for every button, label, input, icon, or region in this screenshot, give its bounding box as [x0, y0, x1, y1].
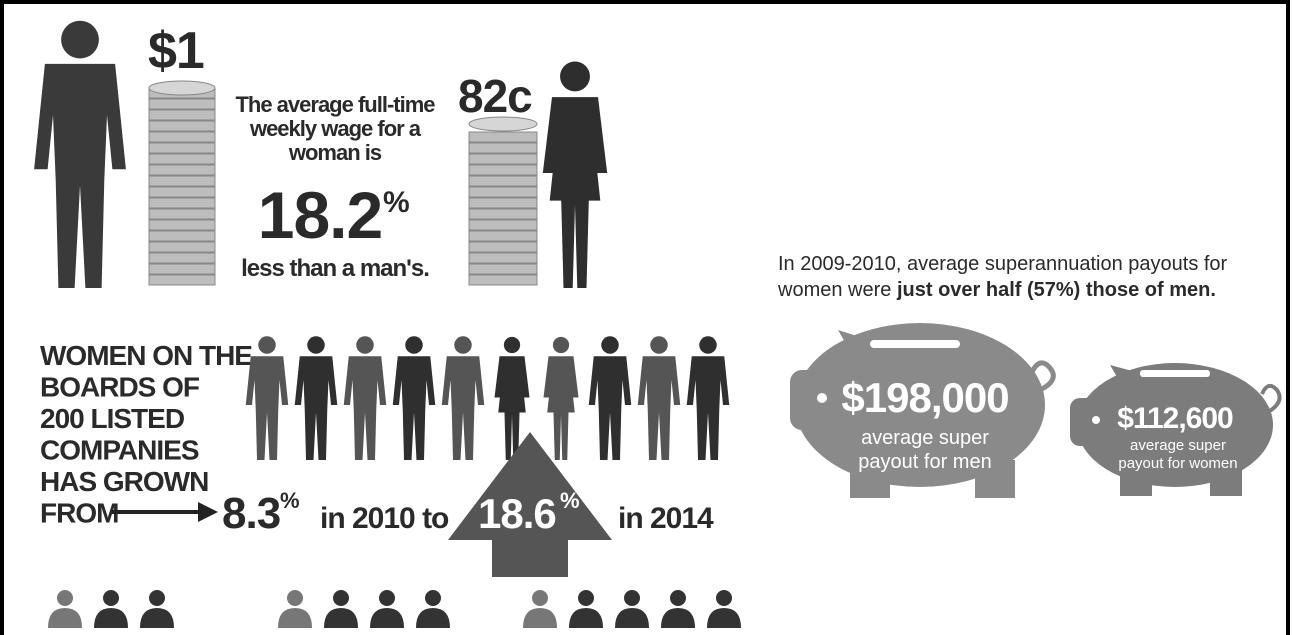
- super-intro-bold: just over half (57%) those of men.: [896, 279, 1216, 301]
- wage-gap-number: 18.2: [258, 178, 382, 252]
- person-icon: [94, 590, 128, 628]
- body: $1 82c The average full-time weekly wage…: [0, 0, 1292, 635]
- pig-leg: [1120, 470, 1152, 496]
- person-icon: [370, 590, 404, 628]
- man-silhouette: [34, 21, 126, 288]
- board-member: [687, 336, 730, 460]
- pig-leg: [1210, 470, 1242, 496]
- coin-edge: [149, 242, 215, 252]
- end-text: in 2014: [618, 502, 714, 535]
- person-icon: [661, 590, 695, 628]
- coin-edge: [149, 110, 215, 120]
- boards-heading-line: COMPANIES: [40, 435, 199, 466]
- coin-top: [149, 81, 215, 95]
- board-member: [442, 336, 485, 460]
- men-amount: $1: [148, 22, 204, 80]
- boards-heading-line: WOMEN ON THE: [40, 340, 252, 371]
- coin-edge: [149, 209, 215, 219]
- board-member: [295, 336, 338, 460]
- boards-heading-line: BOARDS OF: [40, 372, 200, 403]
- coin-edge: [469, 187, 537, 197]
- coin-edge: [469, 176, 537, 186]
- coin-edge: [149, 143, 215, 153]
- men-super-caption: payout for men: [858, 451, 991, 473]
- wage-description: woman is: [288, 140, 382, 165]
- super-intro: women were just over half (57%) those of…: [777, 279, 1216, 301]
- coin-edge: [469, 198, 537, 208]
- end-sign: %: [560, 488, 579, 513]
- start-number: 8.3: [222, 489, 280, 538]
- coin-edge: [469, 264, 537, 274]
- pig-eye: [1092, 416, 1100, 424]
- wage-gap-sign: %: [383, 186, 409, 219]
- person-icon: [523, 590, 557, 628]
- super-intro-text: women were: [777, 279, 891, 301]
- woman-silhouette: [543, 61, 607, 288]
- super-intro: In 2009-2010, average superannuation pay…: [778, 253, 1228, 275]
- coin-edge: [469, 275, 537, 285]
- women-amount: 82c: [458, 70, 532, 122]
- coin-edge: [469, 220, 537, 230]
- boards-heading-line: FROM: [40, 498, 118, 529]
- coin-edge: [149, 198, 215, 208]
- board-member: [589, 336, 632, 460]
- coin-edge: [149, 132, 215, 142]
- coin-edge: [149, 275, 215, 285]
- coin-edge: [149, 253, 215, 263]
- person-icon: [140, 590, 174, 628]
- men-super-amount: $198,000: [841, 374, 1008, 421]
- person-icon: [416, 590, 450, 628]
- coin-edge: [149, 187, 215, 197]
- start-sign: %: [280, 488, 299, 513]
- wage-gap-suffix: less than a man's.: [241, 255, 429, 282]
- start-text: in 2010 to: [320, 502, 449, 535]
- board-member: [246, 336, 289, 460]
- coin-edge: [149, 154, 215, 164]
- men-super-caption: average super: [861, 427, 989, 449]
- coin-edge: [469, 165, 537, 175]
- board-member: [544, 337, 579, 460]
- coin-edge: [469, 242, 537, 252]
- coin-edge: [469, 209, 537, 219]
- women-super-caption: payout for women: [1118, 455, 1237, 472]
- person-icon: [707, 590, 741, 628]
- pig-slot: [1140, 370, 1210, 377]
- wage-description: The average full-time: [235, 92, 435, 117]
- coin-edge: [469, 253, 537, 263]
- coin-edge: [469, 231, 537, 241]
- coin-edge: [149, 165, 215, 175]
- coin-edge: [469, 132, 537, 142]
- coin-edge: [149, 231, 215, 241]
- coin-edge: [469, 143, 537, 153]
- person-icon: [278, 590, 312, 628]
- pig-eye: [817, 393, 827, 403]
- person-icon: [615, 590, 649, 628]
- coin-edge: [149, 99, 215, 109]
- arrow-head: [198, 502, 218, 522]
- coin-edge: [149, 176, 215, 186]
- board-members: [246, 336, 730, 460]
- people-icons: [48, 590, 741, 628]
- boards-heading-line: HAS GROWN: [40, 466, 208, 497]
- boards-heading-line: 200 LISTED: [40, 403, 185, 434]
- board-member: [638, 336, 681, 460]
- women-super-caption: average super: [1130, 437, 1226, 454]
- end-number: 18.6: [478, 490, 556, 537]
- page: Gender gap infographic {"wage": {"men_am…: [0, 0, 1292, 635]
- coin-edge: [149, 220, 215, 230]
- coin-edge: [469, 154, 537, 164]
- board-member: [344, 336, 387, 460]
- wage-description: weekly wage for a: [249, 116, 422, 141]
- coin-edge: [149, 121, 215, 131]
- board-member: [393, 336, 436, 460]
- person-icon: [324, 590, 358, 628]
- pig-slot: [870, 340, 960, 348]
- person-icon: [569, 590, 603, 628]
- coin-edge: [149, 264, 215, 274]
- infographic: $1 82c The average full-time weekly wage…: [0, 0, 1292, 635]
- women-super-amount: $112,600: [1117, 402, 1233, 435]
- person-icon: [48, 590, 82, 628]
